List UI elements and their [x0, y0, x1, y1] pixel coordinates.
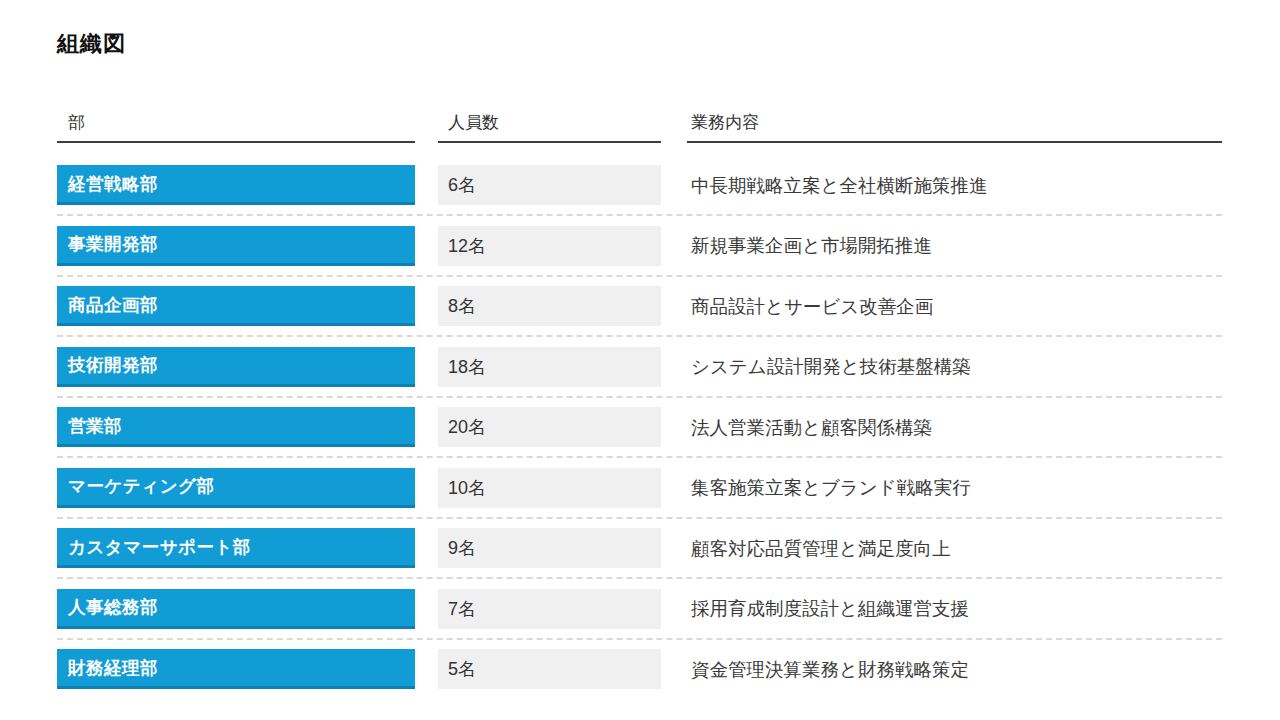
department-badge: 営業部 — [57, 407, 415, 447]
column-gap — [661, 407, 687, 447]
column-gap — [661, 468, 687, 508]
table-header-row: 部 人員数 業務内容 — [57, 112, 1222, 143]
headcount-cell: 8名 — [438, 286, 661, 326]
duties-cell: 商品設計とサービス改善企画 — [687, 286, 1222, 326]
table-body: 経営戦略部 6名 中長期戦略立案と全社横断施策推進 事業開発部 12名 新規事業… — [57, 165, 1222, 689]
slide-page: 組織図 部 人員数 業務内容 経営戦略部 6名 中長期戦略立案と全社横断施策推進… — [0, 0, 1280, 720]
headcount-cell: 10名 — [438, 468, 661, 508]
column-gap — [415, 649, 438, 689]
duties-text: 新規事業企画と市場開拓推進 — [691, 233, 932, 258]
duties-text: 商品設計とサービス改善企画 — [691, 294, 933, 319]
headcount-value: 18名 — [448, 355, 486, 379]
headcount-cell: 12名 — [438, 226, 661, 266]
duties-cell: 新規事業企画と市場開拓推進 — [687, 226, 1222, 266]
department-badge: マーケティング部 — [57, 468, 415, 508]
duties-cell: 資金管理決算業務と財務戦略策定 — [687, 649, 1222, 689]
duties-cell: 集客施策立案とブランド戦略実行 — [687, 468, 1222, 508]
row-divider — [57, 577, 1222, 579]
column-gap — [415, 347, 438, 387]
department-label: 営業部 — [68, 414, 122, 438]
column-gap — [661, 347, 687, 387]
column-gap — [415, 528, 438, 568]
header-duties: 業務内容 — [687, 112, 1222, 143]
table-row: 経営戦略部 6名 中長期戦略立案と全社横断施策推進 — [57, 165, 1222, 205]
header-department: 部 — [57, 112, 415, 143]
column-gap — [661, 589, 687, 629]
duties-text: 顧客対応品質管理と満足度向上 — [691, 536, 950, 561]
department-badge: 事業開発部 — [57, 226, 415, 266]
table-row: 財務経理部 5名 資金管理決算業務と財務戦略策定 — [57, 649, 1222, 689]
department-label: 事業開発部 — [68, 232, 158, 256]
column-gap — [661, 649, 687, 689]
duties-text: 採用育成制度設計と組織運営支援 — [691, 596, 969, 621]
table-row: 人事総務部 7名 採用育成制度設計と組織運営支援 — [57, 589, 1222, 629]
duties-cell: システム設計開発と技術基盤構築 — [687, 347, 1222, 387]
table-row: 営業部 20名 法人営業活動と顧客関係構築 — [57, 407, 1222, 447]
duties-cell: 顧客対応品質管理と満足度向上 — [687, 528, 1222, 568]
table-row: 事業開発部 12名 新規事業企画と市場開拓推進 — [57, 226, 1222, 266]
department-label: 経営戦略部 — [68, 172, 158, 196]
row-divider — [57, 638, 1222, 640]
headcount-value: 5名 — [448, 657, 476, 681]
department-badge: 人事総務部 — [57, 589, 415, 629]
headcount-value: 7名 — [448, 597, 476, 621]
department-badge: 技術開発部 — [57, 347, 415, 387]
column-gap — [415, 407, 438, 447]
headcount-cell: 20名 — [438, 407, 661, 447]
headcount-value: 12名 — [448, 234, 486, 258]
organization-table: 部 人員数 業務内容 経営戦略部 6名 中長期戦略立案と全社横断施策推進 事業開… — [57, 112, 1222, 689]
column-gap — [415, 468, 438, 508]
duties-cell: 中長期戦略立案と全社横断施策推進 — [687, 165, 1222, 205]
column-gap — [661, 226, 687, 266]
headcount-cell: 5名 — [438, 649, 661, 689]
department-label: マーケティング部 — [68, 474, 214, 498]
column-gap — [415, 286, 438, 326]
duties-text: 中長期戦略立案と全社横断施策推進 — [691, 173, 987, 198]
column-gap — [415, 589, 438, 629]
column-gap — [661, 112, 687, 143]
row-divider — [57, 517, 1222, 519]
headcount-value: 8名 — [448, 294, 476, 318]
column-gap — [415, 165, 438, 205]
headcount-value: 10名 — [448, 476, 486, 500]
department-label: 人事総務部 — [68, 595, 158, 619]
headcount-cell: 9名 — [438, 528, 661, 568]
duties-cell: 法人営業活動と顧客関係構築 — [687, 407, 1222, 447]
row-divider — [57, 275, 1222, 277]
headcount-cell: 7名 — [438, 589, 661, 629]
department-badge: 商品企画部 — [57, 286, 415, 326]
header-headcount: 人員数 — [438, 112, 661, 143]
table-row: 商品企画部 8名 商品設計とサービス改善企画 — [57, 286, 1222, 326]
duties-text: 法人営業活動と顧客関係構築 — [691, 415, 932, 440]
row-divider — [57, 335, 1222, 337]
duties-cell: 採用育成制度設計と組織運営支援 — [687, 589, 1222, 629]
column-gap — [661, 528, 687, 568]
column-gap — [415, 226, 438, 266]
duties-text: 集客施策立案とブランド戦略実行 — [691, 475, 971, 500]
column-gap — [661, 165, 687, 205]
department-label: 商品企画部 — [68, 293, 158, 317]
department-badge: カスタマーサポート部 — [57, 528, 415, 568]
row-divider — [57, 456, 1222, 458]
column-gap — [661, 286, 687, 326]
table-row: マーケティング部 10名 集客施策立案とブランド戦略実行 — [57, 468, 1222, 508]
row-divider — [57, 396, 1222, 398]
department-label: 財務経理部 — [68, 656, 158, 680]
page-title: 組織図 — [57, 29, 126, 59]
duties-text: 資金管理決算業務と財務戦略策定 — [691, 657, 969, 682]
headcount-value: 6名 — [448, 173, 476, 197]
department-badge: 経営戦略部 — [57, 165, 415, 205]
department-label: 技術開発部 — [68, 353, 158, 377]
headcount-value: 9名 — [448, 536, 476, 560]
column-gap — [415, 112, 438, 143]
headcount-cell: 18名 — [438, 347, 661, 387]
row-divider — [57, 214, 1222, 216]
headcount-cell: 6名 — [438, 165, 661, 205]
table-row: カスタマーサポート部 9名 顧客対応品質管理と満足度向上 — [57, 528, 1222, 568]
department-label: カスタマーサポート部 — [68, 535, 251, 559]
department-badge: 財務経理部 — [57, 649, 415, 689]
duties-text: システム設計開発と技術基盤構築 — [691, 354, 971, 379]
table-row: 技術開発部 18名 システム設計開発と技術基盤構築 — [57, 347, 1222, 387]
headcount-value: 20名 — [448, 415, 486, 439]
